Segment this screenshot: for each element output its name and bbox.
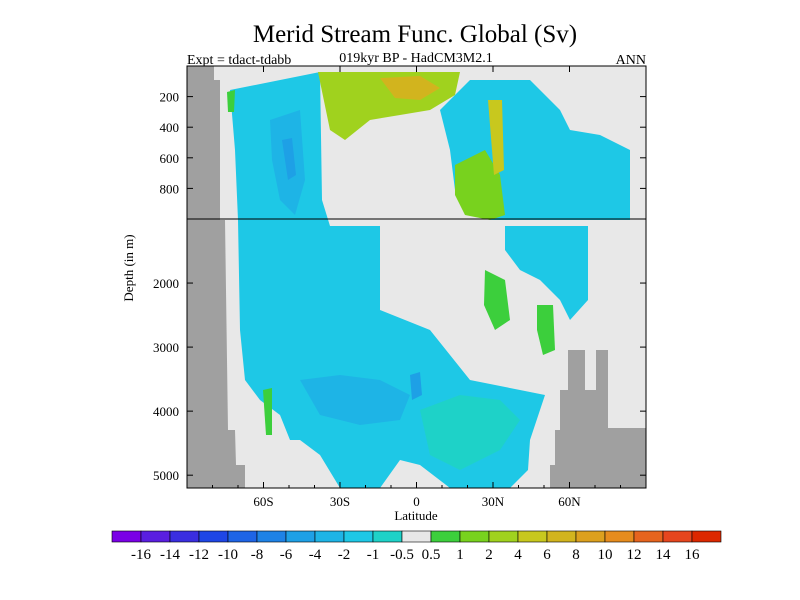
y-tick-label-upper-3: 800 (160, 181, 180, 196)
x-axis-ticks: 60S 30S 0 30N 60N (212, 66, 621, 509)
contour-field (227, 72, 630, 488)
antarctica-land (187, 66, 245, 488)
colorbar-label-5: -6 (280, 547, 293, 563)
colorbar-swatch-10 (401, 530, 432, 543)
chart-title: Merid Stream Func. Global (Sv) (253, 21, 577, 48)
cell-weak-negative-equator (420, 395, 520, 470)
cell-positive-deep-3 (263, 388, 272, 435)
cell-positive-north (455, 150, 505, 220)
y-axis-ticks: 200 400 600 800 2000 3000 4000 5000 (153, 90, 646, 483)
x-tick-label-4: 60N (558, 494, 581, 509)
colorbar-label-2: -12 (189, 547, 209, 563)
colorbar-swatch-15 (546, 530, 577, 543)
colorbar-swatch-7 (314, 530, 345, 543)
colorbar-labels: -16 -14 -12 -10 -8 -6 -4 -2 -1 -0.5 0.5 1 2 4 6 8 10 12 14… (131, 547, 700, 563)
cell-positive-surface-core (380, 76, 440, 100)
colorbar-label-17: 12 (627, 547, 642, 563)
y-tick-label-lower-3: 5000 (153, 468, 179, 483)
colorbar-label-12: 2 (485, 547, 493, 563)
colorbar-label-8: -1 (367, 547, 380, 563)
x-tick-label-0: 60S (253, 494, 273, 509)
colorbar-swatch-2 (169, 530, 200, 543)
colorbar-label-3: -10 (218, 547, 238, 563)
cell-positive-deep-1 (484, 270, 510, 330)
cell-strong-negative-3 (282, 138, 296, 180)
colorbar-label-0: -16 (131, 547, 151, 563)
colorbar-swatch-9 (372, 530, 403, 543)
colorbar-label-19: 16 (685, 547, 701, 563)
colorbar-swatch-18 (633, 530, 664, 543)
x-tick-label-3: 30N (482, 494, 505, 509)
arctic-ridge-1 (550, 350, 646, 488)
period-label: 019kyr BP - HadCM3M2.1 (339, 51, 493, 66)
colorbar-swatch-0 (111, 530, 142, 543)
y-tick-label-upper-2: 600 (160, 151, 180, 166)
colorbar-swatch-1 (140, 530, 171, 543)
colorbar-swatch-5 (256, 530, 287, 543)
experiment-label: Expt = tdact-tdabb (187, 53, 291, 68)
colorbar-swatch-14 (517, 530, 548, 543)
colorbar-label-1: -14 (160, 547, 180, 563)
colorbar-label-11: 1 (456, 547, 464, 563)
colorbar-swatch-20 (691, 530, 722, 543)
colorbar-swatch-11 (430, 530, 461, 543)
gap-near-zero-1 (386, 243, 402, 285)
cell-strong-negative-4 (410, 372, 422, 400)
cell-positive-north-core (488, 100, 504, 175)
topography (187, 66, 646, 488)
colorbar-label-10: 0.5 (422, 547, 441, 563)
colorbar-label-4: -8 (251, 547, 264, 563)
y-tick-label-upper-1: 400 (160, 120, 180, 135)
colorbar-swatch-12 (459, 530, 490, 543)
x-axis-label: Latitude (394, 508, 438, 523)
colorbar-swatch-6 (285, 530, 316, 543)
colorbar-swatch-3 (198, 530, 229, 543)
cell-negative-north-deep (505, 226, 588, 320)
colorbar-label-6: -4 (309, 547, 322, 563)
x-tick-label-2: 0 (413, 494, 420, 509)
colorbar-label-18: 14 (656, 547, 672, 563)
y-tick-label-lower-2: 4000 (153, 404, 179, 419)
y-axis-label: Depth (in m) (121, 234, 136, 301)
colorbar-swatch-4 (227, 530, 258, 543)
gap-near-zero-3 (595, 226, 630, 268)
colorbar-swatch-16 (575, 530, 606, 543)
y-tick-label-lower-1: 3000 (153, 340, 179, 355)
colorbar-label-15: 8 (572, 547, 580, 563)
cell-strong-negative-2 (300, 375, 410, 425)
cell-positive-edge (227, 90, 235, 112)
colorbar-swatch-17 (604, 530, 635, 543)
colorbar (111, 530, 722, 543)
colorbar-swatch-8 (343, 530, 374, 543)
y-tick-label-upper-0: 200 (160, 90, 180, 105)
y-tick-label-lower-0: 2000 (153, 276, 179, 291)
colorbar-swatch-13 (488, 530, 519, 543)
season-label: ANN (616, 53, 646, 68)
x-tick-label-1: 30S (330, 494, 350, 509)
gap-near-zero-2 (440, 226, 480, 300)
colorbar-label-14: 6 (543, 547, 551, 563)
plot-area (186, 65, 647, 489)
colorbar-label-7: -2 (338, 547, 351, 563)
colorbar-label-16: 10 (598, 547, 613, 563)
colorbar-label-13: 4 (514, 547, 522, 563)
cell-positive-deep-2 (537, 305, 555, 355)
colorbar-swatch-19 (662, 530, 693, 543)
colorbar-label-9: -0.5 (390, 547, 414, 563)
